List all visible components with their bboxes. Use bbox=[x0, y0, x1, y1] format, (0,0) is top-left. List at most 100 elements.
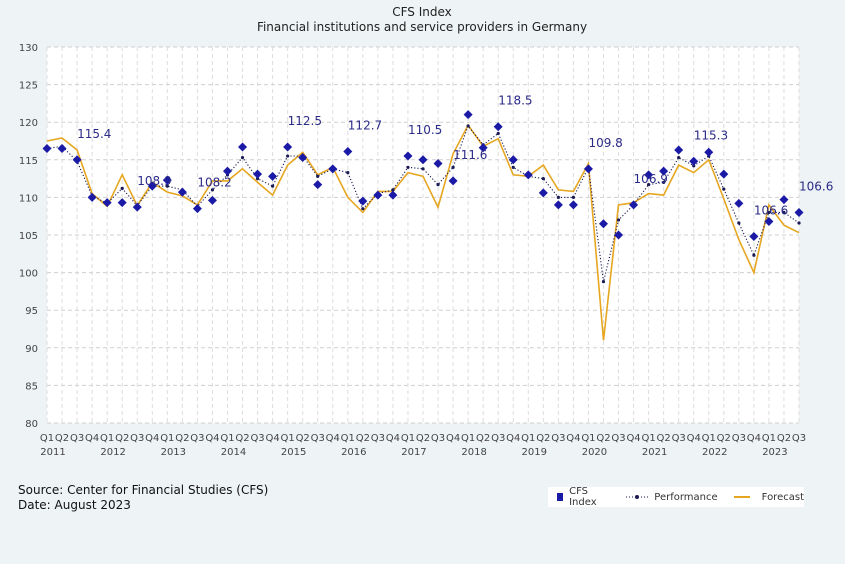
cfs-index-point bbox=[102, 198, 112, 208]
x-tick-label: Q2 bbox=[356, 433, 370, 444]
data-label: 106.9 bbox=[634, 172, 668, 186]
x-axis: Q1 Q2 Q3 Q4 Q1 Q2 Q3 Q4 Q1 Q2 Q3 Q4 Q1 Q2 Q3 Q4 Q1 Q2 Q3 Q4… bbox=[40, 433, 806, 458]
cfs-index-point bbox=[283, 142, 293, 152]
performance-point bbox=[782, 210, 786, 215]
year-label: 2023 bbox=[762, 447, 787, 458]
x-tick-label: Q2 bbox=[296, 433, 310, 444]
y-tick-label: 90 bbox=[25, 344, 38, 355]
performance-point bbox=[496, 131, 500, 136]
grid bbox=[46, 46, 800, 424]
x-tick-label: Q3 bbox=[551, 433, 565, 444]
data-label: 112.5 bbox=[288, 114, 322, 128]
legend-marker-performance bbox=[626, 495, 649, 499]
x-tick-label: Q3 bbox=[70, 433, 84, 444]
cfs-index-point bbox=[177, 187, 187, 197]
x-tick-label: Q3 bbox=[250, 433, 264, 444]
cfs-index-point bbox=[147, 181, 157, 191]
cfs-index-point bbox=[553, 200, 563, 210]
x-tick-label: Q1 bbox=[401, 433, 415, 444]
cfs-index-point bbox=[508, 155, 518, 165]
y-axis: 80 85 90 95 100 105 110 115 120 125 130 bbox=[19, 43, 38, 430]
performance-point bbox=[255, 177, 260, 181]
cfs-index-point bbox=[749, 232, 759, 242]
cfs-index-point bbox=[418, 155, 428, 165]
x-tick-label: Q2 bbox=[175, 433, 189, 444]
performance-point bbox=[737, 221, 741, 225]
cfs-index-point bbox=[298, 153, 308, 163]
year-label: 2021 bbox=[642, 447, 667, 458]
performance-point bbox=[541, 177, 545, 181]
cfs-index-point bbox=[659, 166, 669, 176]
x-tick-label: Q2 bbox=[777, 433, 791, 444]
legend-item-forecast: Forecast bbox=[733, 492, 804, 503]
cfs-index-point bbox=[72, 155, 82, 165]
performance-point bbox=[767, 210, 771, 215]
cfs-index-point bbox=[598, 219, 608, 229]
cfs-index-point bbox=[493, 122, 503, 132]
legend-item-performance: Performance bbox=[626, 492, 718, 503]
cfs-index-point bbox=[614, 230, 624, 240]
x-tick-label: Q3 bbox=[672, 433, 686, 444]
cfs-index-point bbox=[689, 156, 699, 166]
performance-point bbox=[647, 183, 651, 187]
x-tick-label: Q4 bbox=[506, 433, 520, 444]
series-line-forecast bbox=[46, 123, 800, 341]
cfs-index-point bbox=[704, 147, 714, 157]
x-tick-label: Q3 bbox=[190, 433, 204, 444]
x-tick-label: Q4 bbox=[747, 433, 761, 444]
cfs-index-point bbox=[87, 192, 97, 202]
cfs-index-point bbox=[764, 216, 774, 226]
cfs-index-point bbox=[207, 195, 217, 205]
x-tick-label: Q4 bbox=[265, 433, 279, 444]
performance-point bbox=[210, 188, 215, 192]
chart-subtitle: Financial institutions and service provi… bbox=[257, 20, 587, 34]
x-tick-label: Q2 bbox=[536, 433, 550, 444]
performance-point bbox=[316, 174, 320, 178]
cfs-index-point bbox=[734, 198, 744, 208]
x-tick-label: Q4 bbox=[85, 433, 99, 444]
x-tick-label: Q3 bbox=[431, 433, 445, 444]
cfs-index-point bbox=[268, 171, 278, 181]
cfs-index-point bbox=[538, 188, 548, 198]
performance-point bbox=[752, 253, 756, 257]
x-tick-label: Q4 bbox=[687, 433, 701, 444]
performance-point bbox=[662, 180, 666, 184]
cfs-index-point bbox=[162, 175, 172, 185]
year-label: 2020 bbox=[582, 447, 607, 458]
y-tick-label: 110 bbox=[19, 193, 38, 204]
data-label: 109.8 bbox=[588, 136, 622, 150]
cfs-index-point bbox=[433, 159, 443, 169]
x-tick-label: Q2 bbox=[416, 433, 430, 444]
x-tick-label: Q2 bbox=[476, 433, 490, 444]
x-tick-label: Q2 bbox=[235, 433, 249, 444]
x-tick-label: Q2 bbox=[55, 433, 69, 444]
performance-point bbox=[361, 207, 365, 211]
source-text: Source: Center for Financial Studies (CF… bbox=[18, 483, 269, 497]
cfs-index-point bbox=[719, 169, 729, 179]
cfs-index-point bbox=[328, 164, 338, 174]
data-label: 111.6 bbox=[453, 148, 487, 162]
y-tick-label: 105 bbox=[19, 231, 38, 242]
data-label: 106.6 bbox=[799, 179, 833, 193]
performance-point bbox=[692, 164, 696, 168]
legend-item-cfs-index: CFS Index bbox=[556, 486, 604, 508]
x-tick-label: Q4 bbox=[626, 433, 640, 444]
x-tick-label: Q4 bbox=[566, 433, 580, 444]
x-tick-label: Q4 bbox=[446, 433, 460, 444]
legend: CFS Index Performance Forecast bbox=[548, 486, 804, 508]
x-tick-label: Q1 bbox=[702, 433, 716, 444]
performance-point bbox=[797, 221, 801, 225]
cfs-index-point bbox=[42, 144, 52, 154]
performance-point bbox=[511, 165, 515, 169]
cfs-index-point bbox=[57, 144, 67, 154]
date-text: Date: August 2023 bbox=[18, 498, 131, 512]
y-tick-label: 80 bbox=[25, 419, 38, 430]
year-label: 2014 bbox=[221, 447, 246, 458]
cfs-index-point bbox=[568, 200, 578, 210]
x-tick-label: Q3 bbox=[130, 433, 144, 444]
year-label: 2012 bbox=[100, 447, 125, 458]
y-tick-label: 130 bbox=[19, 43, 38, 54]
cfs-index-point bbox=[238, 142, 248, 152]
x-tick-label: Q1 bbox=[220, 433, 234, 444]
performance-point bbox=[571, 195, 576, 199]
